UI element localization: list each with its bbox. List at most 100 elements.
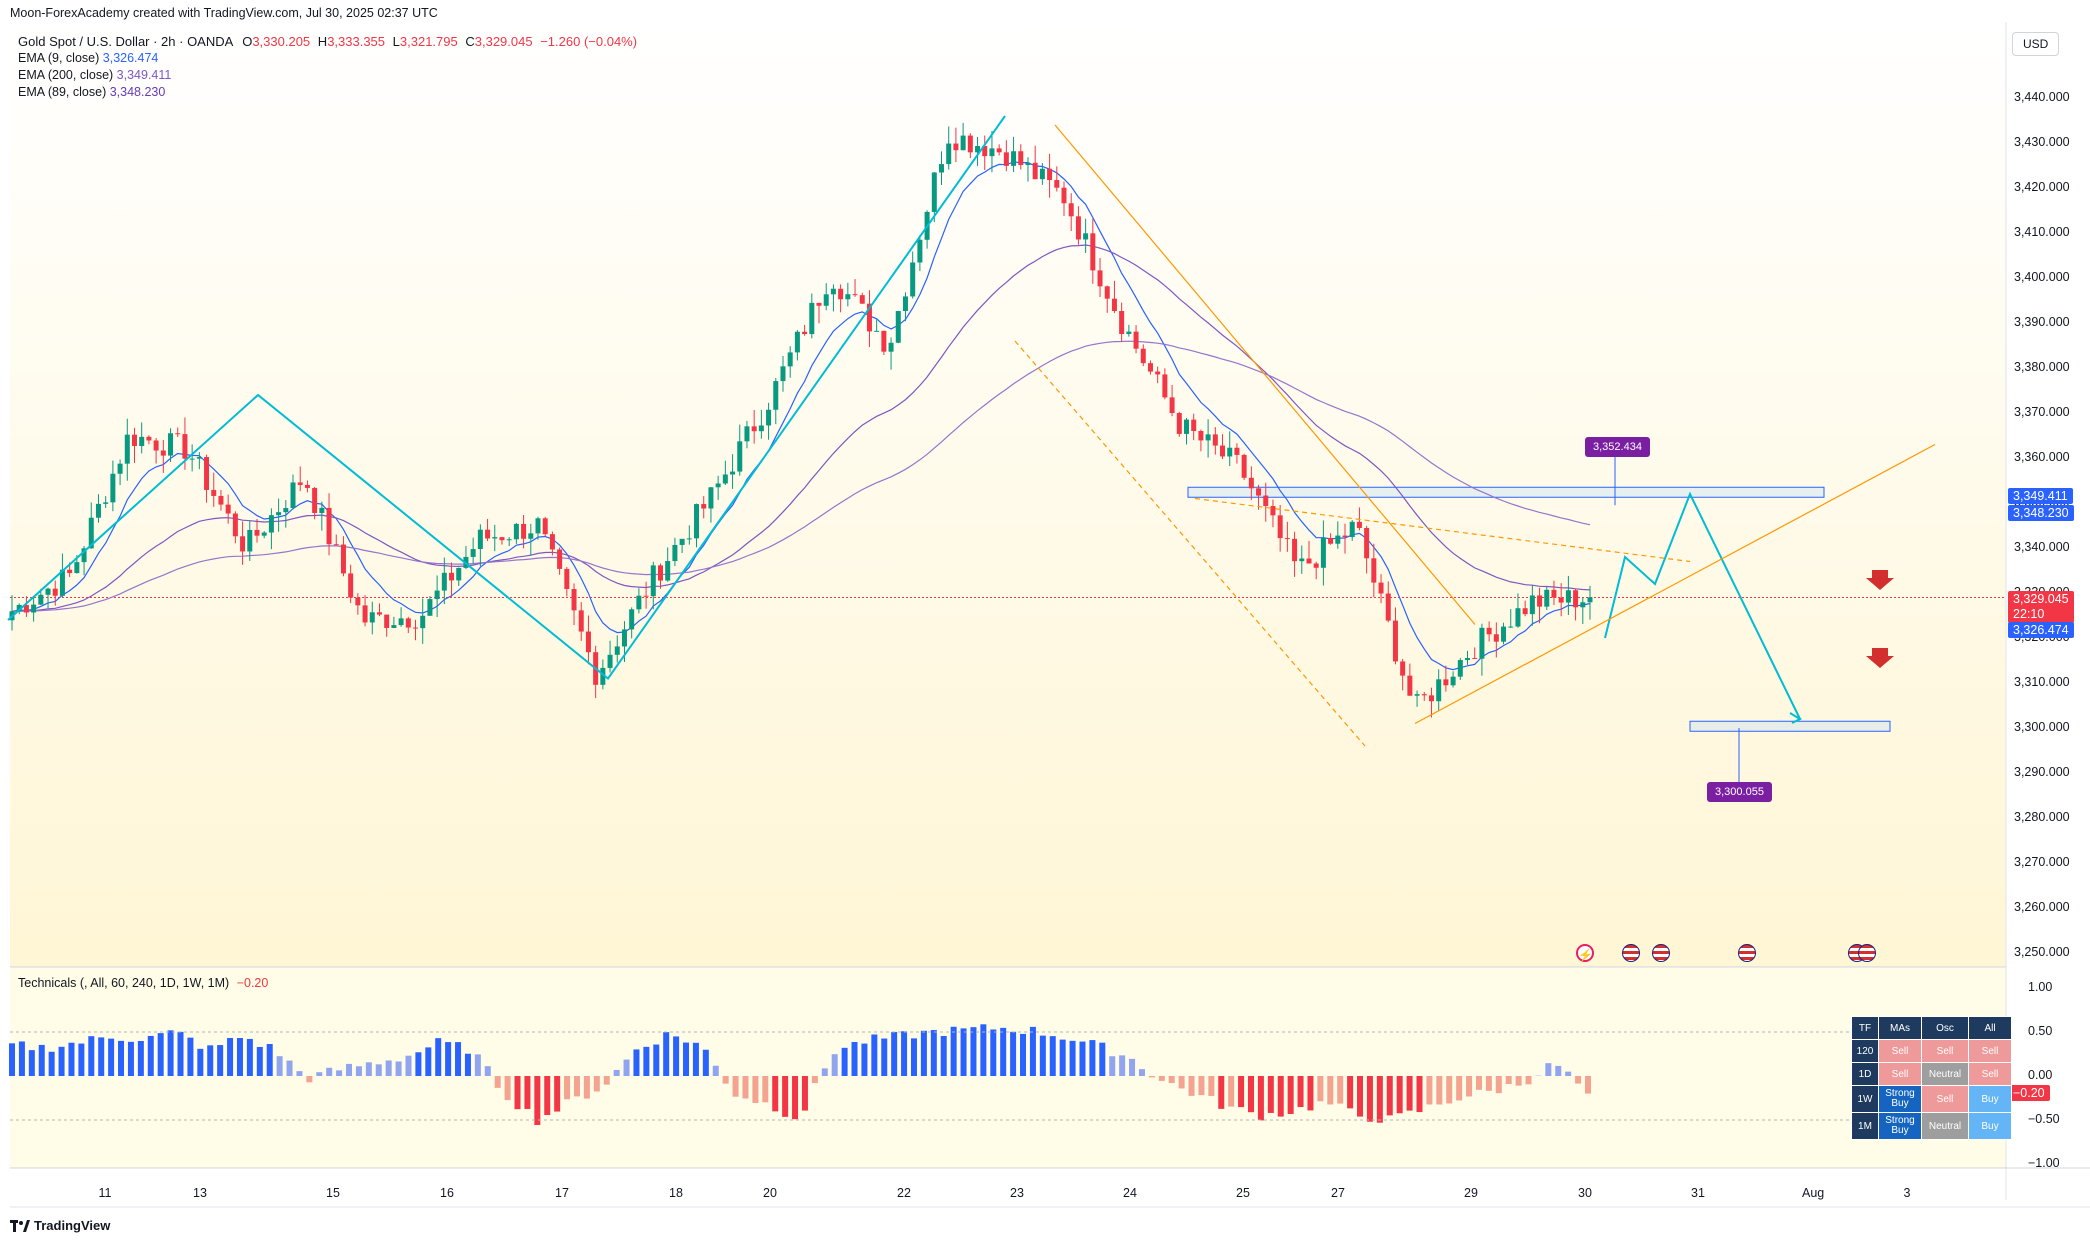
technicals-bar: [1386, 1076, 1393, 1116]
us-flag-event-icon[interactable]: [1858, 944, 1876, 962]
price-tick-label: 3,370.000: [2014, 405, 2070, 419]
candle-body: [960, 135, 966, 151]
candle-body: [1551, 589, 1557, 598]
candle-body: [1465, 658, 1471, 661]
currency-button[interactable]: USD: [2012, 32, 2060, 56]
ema89-legend[interactable]: EMA (89, close) 3,348.230: [18, 85, 165, 99]
technicals-legend[interactable]: Technicals (, All, 60, 240, 1D, 1W, 1M) …: [18, 976, 268, 990]
candle-body: [441, 572, 447, 591]
technicals-bar: [663, 1032, 670, 1076]
candle-body: [312, 487, 318, 513]
ema200-legend[interactable]: EMA (200, close) 3,349.411: [18, 68, 171, 82]
technicals-bar: [534, 1076, 541, 1126]
tradingview-logo-icon: [10, 1219, 30, 1232]
technicals-bar: [1327, 1076, 1334, 1105]
time-tick-label: 11: [98, 1186, 112, 1200]
ascending-trendline: [1414, 443, 1936, 725]
time-tick-label: 18: [669, 1186, 683, 1200]
candle-body: [1522, 608, 1528, 615]
candle-body: [110, 473, 116, 503]
candle-body: [506, 539, 512, 541]
technicals-bar: [1436, 1076, 1443, 1105]
us-flag-event-icon[interactable]: [1738, 944, 1756, 962]
candle-body: [859, 295, 865, 304]
candle-body: [874, 330, 880, 332]
us-flag-event-icon[interactable]: [1622, 944, 1640, 962]
technicals-bar: [782, 1076, 789, 1117]
candle-body: [542, 518, 548, 535]
technicals-bar: [1416, 1076, 1423, 1113]
technicals-bar: [1178, 1076, 1185, 1089]
ema200-price-tag: 3,349.411: [2008, 488, 2073, 504]
candle-body: [1256, 488, 1262, 496]
candle-body: [485, 529, 491, 539]
technicals-bar: [1555, 1065, 1562, 1076]
technicals-bar: [1000, 1027, 1007, 1076]
candle-body: [1248, 477, 1254, 489]
candle-body: [931, 172, 937, 212]
table-cell: Sell: [1921, 1039, 1969, 1063]
tradingview-brand[interactable]: TradingView: [10, 1218, 110, 1233]
technicals-bar: [554, 1076, 561, 1112]
ema9-legend[interactable]: EMA (9, close) 3,326.474: [18, 51, 158, 65]
candle-body: [175, 433, 181, 435]
table-row: 1M Strong Buy Neutral Buy: [1851, 1112, 2012, 1140]
candle-body: [694, 504, 700, 539]
candle-body: [946, 143, 952, 165]
candle-body: [1436, 679, 1442, 702]
table-row: 1W Strong Buy Sell Buy: [1851, 1085, 2012, 1113]
last-price-tag: 3,329.045 22:10: [2008, 591, 2074, 623]
ema200-label: EMA (200, close): [18, 68, 114, 82]
table-cell: 120: [1851, 1039, 1879, 1063]
candle-body: [1414, 694, 1420, 696]
candle-body: [910, 262, 916, 297]
technicals-bar: [276, 1056, 283, 1076]
candle-body: [643, 595, 649, 597]
candle-body: [456, 567, 462, 581]
technicals-bar: [1168, 1076, 1175, 1083]
candle-body: [679, 538, 685, 545]
technicals-bar: [1039, 1035, 1046, 1076]
technicals-bar: [1257, 1076, 1264, 1121]
candle-body: [578, 610, 584, 632]
candle-body: [1083, 233, 1089, 240]
open-value: 3,330.205: [252, 34, 311, 49]
low-label: L: [392, 34, 400, 49]
technicals-bar: [177, 1031, 184, 1076]
candle-body: [1587, 597, 1593, 603]
candle-body: [297, 482, 303, 485]
candle-body: [881, 330, 887, 352]
brand-name: TradingView: [34, 1218, 111, 1233]
technicals-bar: [1347, 1076, 1354, 1109]
technicals-bar: [1505, 1076, 1512, 1085]
lower-target-callout[interactable]: 3,300.055: [1707, 782, 1772, 802]
candle-body: [766, 409, 772, 426]
technicals-bar: [653, 1044, 660, 1076]
technicals-bar: [484, 1066, 491, 1076]
ema89-value: 3,348.230: [109, 85, 166, 99]
candle-body: [1486, 627, 1492, 635]
candle-body: [621, 629, 627, 647]
candle-body: [1176, 413, 1182, 434]
technicals-bar: [792, 1076, 799, 1120]
upper-target-callout[interactable]: 3,352.434: [1585, 437, 1650, 457]
technicals-bar: [316, 1072, 323, 1076]
lightning-event-icon[interactable]: ⚡: [1576, 944, 1594, 962]
candle-body: [1212, 434, 1218, 446]
technicals-bar: [960, 1028, 967, 1076]
technicals-bar: [395, 1061, 402, 1076]
symbol-title[interactable]: Gold Spot / U.S. Dollar · 2h · OANDA: [18, 34, 233, 49]
candle-body: [131, 434, 137, 447]
table-cell: Sell: [1968, 1062, 2012, 1086]
candle-body: [794, 331, 800, 353]
candle-body: [845, 294, 851, 300]
time-tick-label: 20: [763, 1186, 777, 1200]
candle-body: [211, 489, 217, 496]
technicals-tick-label: 1.00: [2028, 980, 2053, 994]
technicals-bar: [1446, 1076, 1453, 1104]
ema9-line: [11, 161, 1591, 671]
candle-body: [398, 618, 404, 626]
us-flag-event-icon[interactable]: [1652, 944, 1670, 962]
candle-body: [124, 434, 130, 464]
